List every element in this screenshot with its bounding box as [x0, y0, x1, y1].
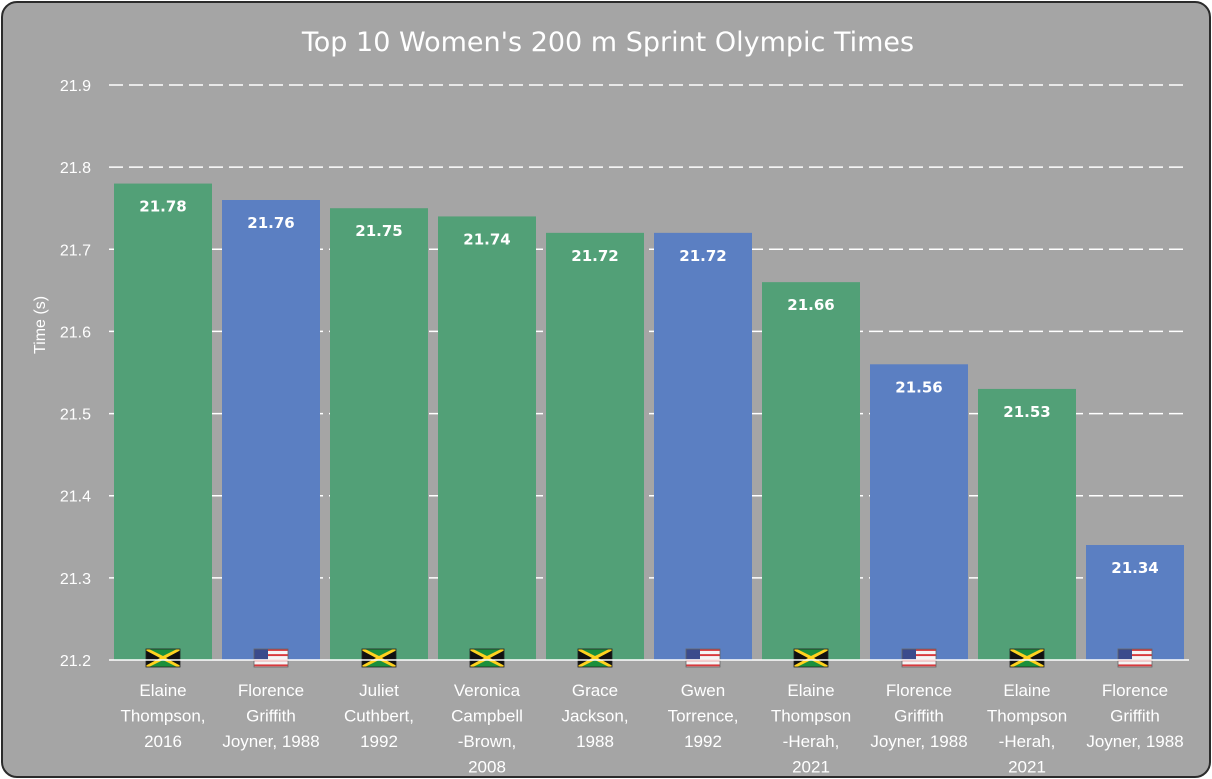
x-tick-label: 2008	[468, 758, 506, 777]
x-tick-label: Florence	[886, 681, 952, 700]
flags	[145, 648, 1153, 668]
x-tick-label: Thompson	[771, 707, 851, 726]
usa-flag-icon	[901, 648, 937, 668]
x-tick-label: Jackson,	[561, 707, 628, 726]
x-tick-label: 2021	[1008, 758, 1046, 777]
jamaica-flag-icon	[577, 648, 613, 668]
x-tick-label: Florence	[1102, 681, 1168, 700]
x-tick-label: Griffith	[1110, 707, 1160, 726]
x-tick-label: 1992	[360, 732, 398, 751]
x-tick-label: -Brown,	[458, 732, 517, 751]
x-tick-label: Griffith	[894, 707, 944, 726]
jamaica-flag-icon	[361, 648, 397, 668]
bar	[114, 183, 212, 661]
data-label: 21.66	[787, 296, 834, 314]
x-tick-label: Joyner, 1988	[1086, 732, 1183, 751]
usa-flag-icon	[685, 648, 721, 668]
data-label: 21.72	[571, 247, 618, 265]
usa-flag-icon	[253, 648, 289, 668]
data-label: 21.34	[1111, 559, 1158, 577]
x-tick-label: Griffith	[246, 707, 296, 726]
x-tick-label: Cuthbert,	[344, 707, 414, 726]
y-tick-label: 21.2	[60, 653, 91, 670]
x-tick-label: -Herah,	[783, 732, 840, 751]
bar-chart: Top 10 Women's 200 m Sprint Olympic Time…	[32, 27, 1189, 776]
x-tick-label: 1992	[684, 732, 722, 751]
x-tick-label: Elaine	[1003, 681, 1050, 700]
y-axis-title: Time (s)	[32, 296, 49, 354]
jamaica-flag-icon	[469, 648, 505, 668]
x-tick-label: Florence	[238, 681, 304, 700]
jamaica-flag-icon	[145, 648, 181, 668]
bar	[654, 232, 752, 660]
data-label: 21.75	[355, 222, 402, 240]
data-labels: 21.78 21.76 21.75 21.74 21.72 21.72 21.66 21.56…	[139, 198, 1158, 577]
data-label: 21.72	[679, 247, 726, 265]
y-tick-label: 21.8	[60, 160, 91, 177]
data-label: 21.53	[1003, 403, 1050, 421]
x-axis-labels: Elaine Thompson, 2016 Florence Griffith Joyne…	[120, 681, 1183, 776]
bar	[1086, 545, 1184, 660]
x-tick-label: Elaine	[787, 681, 834, 700]
x-tick-label: Gwen	[681, 681, 725, 700]
bar	[870, 364, 968, 660]
bar	[762, 282, 860, 660]
y-axis-ticks: 21.2 21.3 21.4 21.5 21.6 21.7 21.8 21.9	[60, 78, 91, 670]
jamaica-flag-icon	[1009, 648, 1045, 668]
chart-title: Top 10 Women's 200 m Sprint Olympic Time…	[301, 27, 914, 58]
y-tick-label: 21.6	[60, 324, 91, 341]
bar	[546, 232, 644, 660]
x-tick-label: Grace	[572, 681, 618, 700]
x-tick-label: Veronica	[454, 681, 521, 700]
y-tick-label: 21.3	[60, 571, 91, 588]
data-label: 21.76	[247, 214, 294, 232]
x-tick-label: Thompson,	[120, 707, 205, 726]
x-tick-label: Elaine	[139, 681, 186, 700]
y-tick-label: 21.5	[60, 407, 91, 424]
usa-flag-icon	[1117, 648, 1153, 668]
y-tick-label: 21.9	[60, 78, 91, 95]
x-tick-label: Juliet	[359, 681, 399, 700]
x-tick-label: Joyner, 1988	[870, 732, 967, 751]
jamaica-flag-icon	[793, 648, 829, 668]
x-tick-label: Thompson	[987, 707, 1067, 726]
x-tick-label: -Herah,	[999, 732, 1056, 751]
bar	[330, 208, 428, 660]
data-label: 21.74	[463, 230, 510, 248]
x-tick-label: Torrence,	[668, 707, 739, 726]
bar	[978, 388, 1076, 660]
data-label: 21.78	[139, 198, 186, 216]
y-tick-label: 21.4	[60, 489, 91, 506]
y-tick-label: 21.7	[60, 242, 91, 259]
bar	[222, 200, 320, 660]
x-tick-label: 2021	[792, 758, 830, 777]
bar	[438, 216, 536, 660]
data-label: 21.56	[895, 378, 942, 396]
x-tick-label: Joyner, 1988	[222, 732, 319, 751]
bars	[114, 183, 1184, 661]
x-tick-label: 1988	[576, 732, 614, 751]
x-tick-label: Campbell	[451, 707, 523, 726]
x-tick-label: 2016	[144, 732, 182, 751]
